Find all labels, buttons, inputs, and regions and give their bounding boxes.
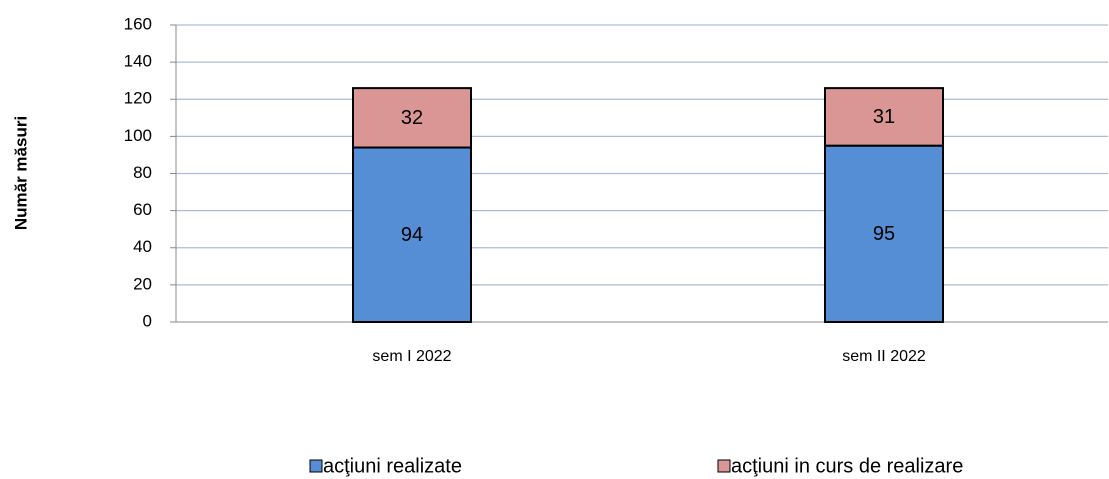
legend-swatch — [717, 459, 731, 473]
bar-segment — [352, 87, 472, 149]
y-tick-label: 80 — [133, 163, 152, 182]
data-label: 32 — [401, 107, 423, 129]
legend-label: acţiuni in curs de realizare — [731, 455, 963, 477]
data-label: 31 — [873, 106, 895, 128]
y-tick-label: 60 — [133, 200, 152, 219]
legend-label: acţiuni realizate — [323, 455, 462, 477]
y-tick-label: 0 — [143, 311, 152, 330]
legend-swatch — [309, 459, 323, 473]
y-tick-label: 100 — [124, 126, 152, 145]
x-tick-label: sem II 2022 — [842, 348, 926, 365]
y-tick-label: 140 — [124, 52, 152, 71]
y-axis-label: Număr măsuri — [11, 116, 30, 230]
data-label: 95 — [873, 223, 895, 245]
y-tick-label: 120 — [124, 89, 152, 108]
y-tick-label: 160 — [124, 14, 152, 33]
y-tick-label: 40 — [133, 237, 152, 256]
y-tick-label: 20 — [133, 274, 152, 293]
data-label: 94 — [401, 224, 423, 246]
bar-segment — [824, 87, 944, 147]
x-tick-label: sem I 2022 — [372, 348, 451, 365]
bar-segment — [824, 144, 944, 323]
